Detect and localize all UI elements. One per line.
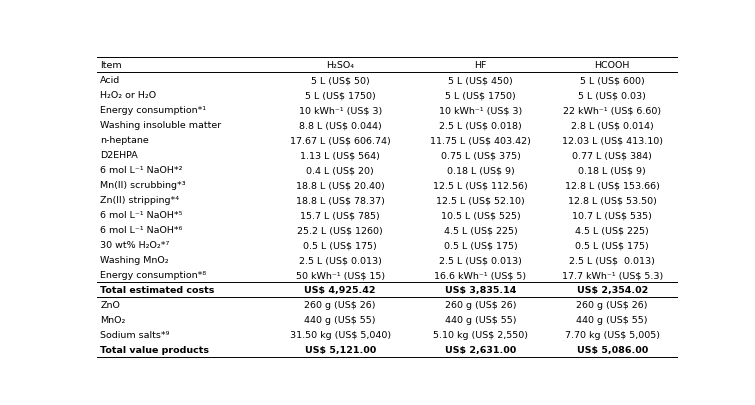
Text: ZnO: ZnO <box>100 301 120 309</box>
Text: 5.10 kg (US$ 2,550): 5.10 kg (US$ 2,550) <box>433 330 528 339</box>
Text: 5 L (US$ 600): 5 L (US$ 600) <box>580 76 645 85</box>
Text: HF: HF <box>474 61 487 70</box>
Text: 8.8 L (US$ 0.044): 8.8 L (US$ 0.044) <box>299 121 381 130</box>
Text: 5 L (US$ 0.03): 5 L (US$ 0.03) <box>578 91 646 100</box>
Text: 4.5 L (US$ 225): 4.5 L (US$ 225) <box>575 226 649 234</box>
Text: 5 L (US$ 450): 5 L (US$ 450) <box>448 76 513 85</box>
Text: US$ 5,121.00: US$ 5,121.00 <box>304 345 376 354</box>
Text: US$ 5,086.00: US$ 5,086.00 <box>577 345 648 354</box>
Text: 4.5 L (US$ 225): 4.5 L (US$ 225) <box>444 226 517 234</box>
Text: 0.75 L (US$ 375): 0.75 L (US$ 375) <box>441 151 520 160</box>
Text: 30 wt% H₂O₂*⁷: 30 wt% H₂O₂*⁷ <box>100 241 169 249</box>
Text: Acid: Acid <box>100 76 121 85</box>
Text: 440 g (US$ 55): 440 g (US$ 55) <box>577 315 648 324</box>
Text: Item: Item <box>100 61 122 70</box>
Text: 5 L (US$ 1750): 5 L (US$ 1750) <box>445 91 516 100</box>
Text: 260 g (US$ 26): 260 g (US$ 26) <box>445 301 516 309</box>
Text: 6 mol L⁻¹ NaOH*⁶: 6 mol L⁻¹ NaOH*⁶ <box>100 226 183 234</box>
Text: 0.18 L (US$ 9): 0.18 L (US$ 9) <box>447 166 514 175</box>
Text: 18.8 L (US$ 78.37): 18.8 L (US$ 78.37) <box>296 196 384 205</box>
Text: 0.5 L (US$ 175): 0.5 L (US$ 175) <box>304 241 377 249</box>
Text: 12.8 L (US$ 53.50): 12.8 L (US$ 53.50) <box>568 196 657 205</box>
Text: Energy consumption*⁸: Energy consumption*⁸ <box>100 271 206 279</box>
Text: H₂SO₄: H₂SO₄ <box>326 61 354 70</box>
Text: Total estimated costs: Total estimated costs <box>100 286 214 294</box>
Text: H₂O₂ or H₂O: H₂O₂ or H₂O <box>100 91 156 100</box>
Text: 15.7 L (US$ 785): 15.7 L (US$ 785) <box>300 211 380 220</box>
Text: D2EHPA: D2EHPA <box>100 151 138 160</box>
Text: 12.5 L (US$ 52.10): 12.5 L (US$ 52.10) <box>436 196 525 205</box>
Text: 440 g (US$ 55): 440 g (US$ 55) <box>304 315 376 324</box>
Text: 7.70 kg (US$ 5,005): 7.70 kg (US$ 5,005) <box>565 330 660 339</box>
Text: 2.5 L (US$  0.013): 2.5 L (US$ 0.013) <box>569 256 655 264</box>
Text: 12.03 L (US$ 413.10): 12.03 L (US$ 413.10) <box>562 136 663 145</box>
Text: 0.4 L (US$ 20): 0.4 L (US$ 20) <box>307 166 374 175</box>
Text: 12.5 L (US$ 112.56): 12.5 L (US$ 112.56) <box>433 181 528 190</box>
Text: US$ 3,835.14: US$ 3,835.14 <box>445 286 516 294</box>
Text: 2.5 L (US$ 0.013): 2.5 L (US$ 0.013) <box>439 256 522 264</box>
Text: Zn(II) stripping*⁴: Zn(II) stripping*⁴ <box>100 196 179 205</box>
Text: 1.13 L (US$ 564): 1.13 L (US$ 564) <box>300 151 380 160</box>
Text: 50 kWh⁻¹ (US$ 15): 50 kWh⁻¹ (US$ 15) <box>295 271 385 279</box>
Text: 10 kWh⁻¹ (US$ 3): 10 kWh⁻¹ (US$ 3) <box>298 106 382 115</box>
Text: 18.8 L (US$ 20.40): 18.8 L (US$ 20.40) <box>296 181 384 190</box>
Text: 6 mol L⁻¹ NaOH*²: 6 mol L⁻¹ NaOH*² <box>100 166 183 175</box>
Text: 12.8 L (US$ 153.66): 12.8 L (US$ 153.66) <box>565 181 660 190</box>
Text: 11.75 L (US$ 403.42): 11.75 L (US$ 403.42) <box>430 136 531 145</box>
Text: Washing insoluble matter: Washing insoluble matter <box>100 121 221 130</box>
Text: 260 g (US$ 26): 260 g (US$ 26) <box>577 301 648 309</box>
Text: 10.7 L (US$ 535): 10.7 L (US$ 535) <box>572 211 652 220</box>
Text: Washing MnO₂: Washing MnO₂ <box>100 256 169 264</box>
Text: HCOOH: HCOOH <box>594 61 630 70</box>
Text: US$ 4,925.42: US$ 4,925.42 <box>304 286 376 294</box>
Text: 10 kWh⁻¹ (US$ 3): 10 kWh⁻¹ (US$ 3) <box>439 106 522 115</box>
Text: 440 g (US$ 55): 440 g (US$ 55) <box>445 315 516 324</box>
Text: 6 mol L⁻¹ NaOH*⁵: 6 mol L⁻¹ NaOH*⁵ <box>100 211 183 220</box>
Text: 25.2 L (US$ 1260): 25.2 L (US$ 1260) <box>297 226 383 234</box>
Text: Mn(II) scrubbing*³: Mn(II) scrubbing*³ <box>100 181 186 190</box>
Text: 2.5 L (US$ 0.018): 2.5 L (US$ 0.018) <box>439 121 522 130</box>
Text: 0.77 L (US$ 384): 0.77 L (US$ 384) <box>572 151 652 160</box>
Text: MnO₂: MnO₂ <box>100 315 125 324</box>
Text: 16.6 kWh⁻¹ (US$ 5): 16.6 kWh⁻¹ (US$ 5) <box>434 271 527 279</box>
Text: Total value products: Total value products <box>100 345 209 354</box>
Text: Energy consumption*¹: Energy consumption*¹ <box>100 106 206 115</box>
Text: n-heptane: n-heptane <box>100 136 149 145</box>
Text: US$ 2,631.00: US$ 2,631.00 <box>445 345 516 354</box>
Text: 2.5 L (US$ 0.013): 2.5 L (US$ 0.013) <box>299 256 381 264</box>
Text: 17.7 kWh⁻¹ (US$ 5.3): 17.7 kWh⁻¹ (US$ 5.3) <box>562 271 663 279</box>
Text: 5 L (US$ 1750): 5 L (US$ 1750) <box>305 91 375 100</box>
Text: 2.8 L (US$ 0.014): 2.8 L (US$ 0.014) <box>571 121 654 130</box>
Text: 22 kWh⁻¹ (US$ 6.60): 22 kWh⁻¹ (US$ 6.60) <box>563 106 661 115</box>
Text: 0.5 L (US$ 175): 0.5 L (US$ 175) <box>444 241 517 249</box>
Text: US$ 2,354.02: US$ 2,354.02 <box>577 286 648 294</box>
Text: 5 L (US$ 50): 5 L (US$ 50) <box>311 76 369 85</box>
Text: 17.67 L (US$ 606.74): 17.67 L (US$ 606.74) <box>290 136 390 145</box>
Text: 0.18 L (US$ 9): 0.18 L (US$ 9) <box>578 166 646 175</box>
Text: 0.5 L (US$ 175): 0.5 L (US$ 175) <box>575 241 649 249</box>
Text: Sodium salts*⁹: Sodium salts*⁹ <box>100 330 170 339</box>
Text: 31.50 kg (US$ 5,040): 31.50 kg (US$ 5,040) <box>290 330 390 339</box>
Text: 260 g (US$ 26): 260 g (US$ 26) <box>304 301 376 309</box>
Text: 10.5 L (US$ 525): 10.5 L (US$ 525) <box>441 211 520 220</box>
